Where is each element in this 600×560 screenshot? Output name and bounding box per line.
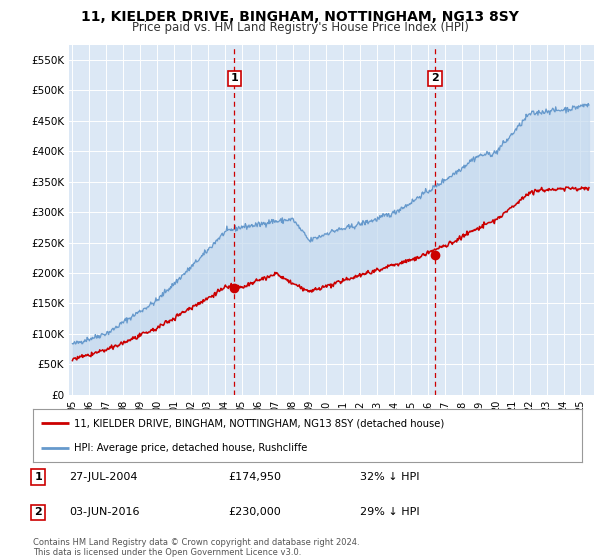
Text: Price paid vs. HM Land Registry's House Price Index (HPI): Price paid vs. HM Land Registry's House … <box>131 21 469 34</box>
Text: 2: 2 <box>34 507 42 517</box>
Text: 32% ↓ HPI: 32% ↓ HPI <box>360 472 419 482</box>
Text: 11, KIELDER DRIVE, BINGHAM, NOTTINGHAM, NG13 8SY: 11, KIELDER DRIVE, BINGHAM, NOTTINGHAM, … <box>81 10 519 24</box>
Text: 27-JUL-2004: 27-JUL-2004 <box>69 472 137 482</box>
Text: 11, KIELDER DRIVE, BINGHAM, NOTTINGHAM, NG13 8SY (detached house): 11, KIELDER DRIVE, BINGHAM, NOTTINGHAM, … <box>74 418 445 428</box>
Text: 03-JUN-2016: 03-JUN-2016 <box>69 507 139 517</box>
Text: 29% ↓ HPI: 29% ↓ HPI <box>360 507 419 517</box>
Text: 1: 1 <box>34 472 42 482</box>
Text: HPI: Average price, detached house, Rushcliffe: HPI: Average price, detached house, Rush… <box>74 442 308 452</box>
Text: 1: 1 <box>230 73 238 83</box>
Text: £230,000: £230,000 <box>228 507 281 517</box>
Text: £174,950: £174,950 <box>228 472 281 482</box>
Text: 2: 2 <box>431 73 439 83</box>
Text: Contains HM Land Registry data © Crown copyright and database right 2024.
This d: Contains HM Land Registry data © Crown c… <box>33 538 359 557</box>
